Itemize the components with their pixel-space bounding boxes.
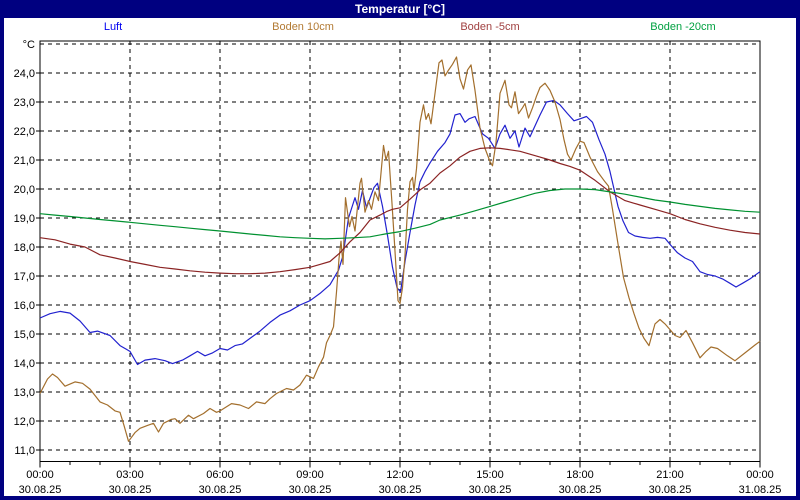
x-tick-date-label: 30.08.25 xyxy=(379,484,422,496)
x-tick-time-label: 12:00 xyxy=(386,469,414,481)
y-tick-label: 11,0 xyxy=(14,445,35,457)
y-tick-label: 15,0 xyxy=(14,329,35,341)
y-tick-label: 23,0 xyxy=(14,97,35,109)
legend-boden-5cm: Boden -5cm xyxy=(460,21,520,33)
x-tick-time-label: 15:00 xyxy=(476,469,504,481)
y-tick-label: 14,0 xyxy=(14,358,35,370)
y-tick-label: 12,0 xyxy=(14,416,35,428)
y-tick-label: 20,0 xyxy=(14,184,35,196)
x-tick-date-label: 30.08.25 xyxy=(199,484,242,496)
y-tick-label: 24,0 xyxy=(14,68,35,80)
y-tick-label: 18,0 xyxy=(14,242,35,254)
x-tick-time-label: 21:00 xyxy=(656,469,684,481)
legend-boden-10cm: Boden 10cm xyxy=(272,21,334,33)
y-tick-label: 21,0 xyxy=(14,155,35,167)
y-tick-label: 22,0 xyxy=(14,126,35,138)
y-tick-label: 16,0 xyxy=(14,300,35,312)
x-tick-date-label: 31.08.25 xyxy=(739,484,782,496)
series-line-luft xyxy=(39,99,761,366)
series-line-boden-5cm xyxy=(39,147,761,275)
legend-luft: Luft xyxy=(103,21,123,33)
legend-boden-20cm: Boden -20cm xyxy=(650,21,716,33)
y-tick-label: 13,0 xyxy=(14,387,35,399)
x-tick-time-label: 00:00 xyxy=(26,469,54,481)
x-tick-time-label: 18:00 xyxy=(566,469,594,481)
x-tick-date-label: 30.08.25 xyxy=(289,484,332,496)
x-tick-time-label: 09:00 xyxy=(296,469,324,481)
chart-svg[interactable]: 24,0 23,0 22,0 21,0 20,0 19,0 18,0 17,0 16,0 15,0… xyxy=(4,18,796,496)
y-tick-label: 17,0 xyxy=(14,271,35,283)
window-title: Temperatur [°C] xyxy=(355,2,445,16)
x-tick-date-label: 30.08.25 xyxy=(469,484,512,496)
x-tick-date-label: 30.08.25 xyxy=(109,484,152,496)
y-tick-label: 19,0 xyxy=(14,213,35,225)
series-line-boden-20cm xyxy=(39,188,761,240)
series-line-boden-10cm xyxy=(39,56,761,442)
x-tick-time-label: 00:00 xyxy=(746,469,774,481)
x-tick-time-label: 06:00 xyxy=(206,469,234,481)
x-tick-date-label: 30.08.25 xyxy=(649,484,692,496)
x-tick-time-label: 03:00 xyxy=(116,469,144,481)
chart-panel: Luft Boden 10cm Boden -5cm Boden -20cm 2… xyxy=(4,18,796,496)
x-tick-date-label: 30.08.25 xyxy=(19,484,62,496)
x-tick-date-label: 30.08.25 xyxy=(559,484,602,496)
window-titlebar[interactable]: Temperatur [°C] xyxy=(0,0,800,18)
y-axis-unit-label: °C xyxy=(23,39,35,51)
